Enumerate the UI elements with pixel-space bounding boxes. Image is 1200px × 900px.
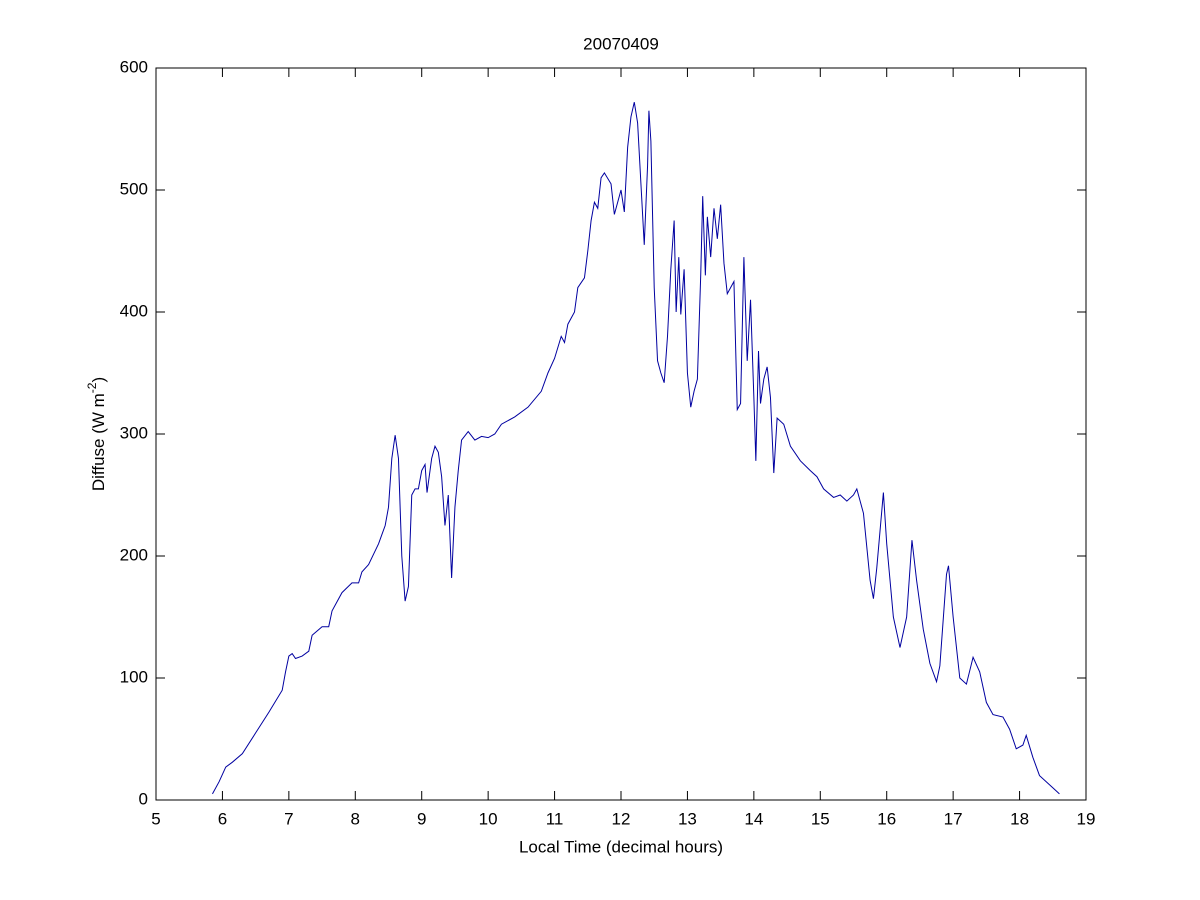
x-tick-label: 19 [1077,809,1096,828]
y-tick-label: 300 [120,423,148,442]
x-tick-label: 11 [546,809,564,828]
x-tick-label: 7 [284,809,293,828]
x-tick-label: 16 [877,809,896,828]
y-axis-label: Diffuse (W m-2) [85,377,108,491]
y-label-end: ) [89,377,108,383]
x-tick-label: 17 [944,809,963,828]
x-tick-label: 15 [811,809,830,828]
data-line [212,102,1060,795]
x-tick-label: 12 [612,809,631,828]
x-tick-label: 8 [351,809,360,828]
y-tick-label: 500 [120,179,148,198]
x-axis-label: Local Time (decimal hours) [519,837,723,856]
plot-box [155,67,1087,801]
x-tick-label: 6 [218,809,227,828]
x-tick-label: 5 [151,809,160,828]
y-tick-label: 100 [120,667,148,686]
chart-title: 20070409 [583,34,659,53]
y-label-main: Diffuse (W m [89,393,108,491]
x-tick-label: 13 [678,809,697,828]
y-tick-label: 400 [120,301,148,320]
x-tick-label: 9 [417,809,426,828]
x-tick-label: 10 [479,809,498,828]
y-tick-label: 0 [139,789,148,808]
y-tick-label: 600 [120,57,148,76]
y-tick-label: 200 [120,545,148,564]
x-tick-label: 18 [1010,809,1029,828]
y-label-sup: -2 [85,382,99,393]
x-tick-label: 14 [744,809,763,828]
